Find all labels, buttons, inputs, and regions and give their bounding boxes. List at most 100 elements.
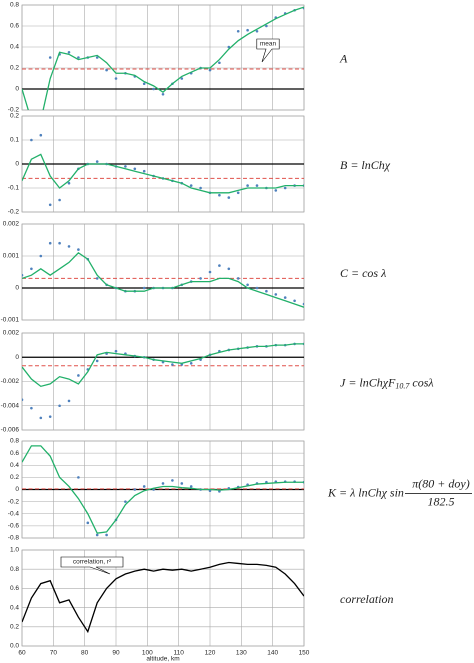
y-tick-label: -0.4 (8, 510, 20, 517)
data-point (77, 374, 80, 377)
data-point (30, 406, 33, 410)
x-axis-title: altitude, km (146, 656, 179, 663)
plot (22, 445, 304, 537)
data-point (22, 398, 24, 401)
data-point (67, 399, 71, 403)
x-tick-label: 120 (205, 650, 216, 657)
data-point (265, 289, 268, 293)
data-point (58, 404, 61, 408)
data-point (171, 479, 174, 482)
y-tick-label: 0 (15, 86, 19, 93)
y-tick-label: 0.6 (10, 450, 19, 457)
data-point (199, 186, 202, 190)
data-point (218, 193, 221, 197)
annotation-box (256, 38, 280, 63)
y-tick-label: 0 (15, 486, 19, 493)
formula-part: J = lnChχF (340, 375, 396, 389)
data-point (22, 273, 24, 277)
formula: K = λ lnChχ sin (327, 485, 404, 499)
data-point (142, 485, 146, 488)
data-point (161, 92, 165, 96)
formula: C = cos λ (340, 266, 386, 280)
data-point (77, 56, 80, 59)
data-point (255, 184, 259, 187)
y-tick-label: -0.004 (1, 402, 20, 409)
data-point (218, 61, 221, 65)
y-tick-label: -0.001 (1, 317, 20, 324)
data-point (39, 133, 43, 137)
data-point (236, 191, 240, 195)
plot (22, 6, 304, 110)
x-tick-label: 140 (267, 650, 278, 657)
y-tick-label: 0.4 (10, 44, 19, 51)
y-tick-label: 0.001 (3, 253, 20, 260)
y-tick-label: 0.4 (10, 462, 19, 469)
data-point (95, 160, 99, 163)
x-tick-label: 110 (173, 650, 184, 657)
y-tick-label: 0.2 (10, 113, 19, 120)
y-tick-label: -0.8 (8, 535, 20, 542)
data-point (48, 415, 52, 418)
series-line (22, 561, 304, 634)
y-tick-label: 1.0 (10, 547, 19, 554)
x-tick-label: 150 (299, 650, 310, 657)
x-tick-label: 130 (236, 650, 247, 657)
y-tick-label: -0.006 (1, 427, 20, 434)
data-point (161, 482, 165, 485)
x-tick-label: 90 (112, 650, 120, 657)
data-point (180, 482, 184, 485)
data-point (67, 181, 71, 185)
data-point (95, 56, 99, 59)
data-point (152, 87, 155, 91)
x-tick-label: 70 (50, 650, 58, 657)
annotation: mean (260, 41, 277, 48)
data-point (142, 82, 146, 86)
data-point (208, 68, 212, 72)
y-tick-label: -0.6 (8, 523, 20, 530)
data-point (58, 241, 61, 245)
data-point (48, 56, 52, 59)
data-point (124, 500, 127, 503)
y-tick-label: 0.1 (10, 137, 19, 144)
data-point (124, 165, 127, 168)
data-point (236, 29, 240, 33)
x-tick-label: 60 (18, 650, 26, 657)
y-tick-label: -0.2 (8, 209, 20, 216)
data-point (283, 296, 287, 299)
data-point (293, 299, 296, 303)
data-point (142, 286, 146, 290)
data-point (227, 196, 231, 199)
data-point (67, 245, 71, 248)
annotation-box (60, 556, 124, 575)
data-point (39, 416, 43, 420)
data-point (218, 264, 221, 267)
data-point (77, 248, 80, 251)
y-tick-label: 0.8 (10, 566, 19, 573)
x-tick-label: 100 (142, 650, 153, 657)
data-point (95, 533, 99, 537)
y-tick-label: 0.8 (10, 438, 19, 445)
data-point (67, 50, 71, 54)
y-tick-label: 0.8 (10, 2, 19, 9)
series-line (22, 153, 304, 194)
formula-part: cosλ (409, 375, 433, 389)
data-point (189, 184, 193, 187)
series-line (22, 445, 304, 534)
plot (22, 241, 304, 308)
data-point (95, 359, 99, 363)
data-point (77, 476, 80, 479)
y-tick-label: 0 (15, 161, 19, 168)
annotation: correlation, r² (73, 559, 112, 566)
y-tick-label: -0.2 (8, 107, 20, 114)
data-point (48, 241, 52, 245)
y-tick-label: 0 (15, 285, 19, 292)
data-point (142, 169, 146, 173)
data-point (105, 68, 108, 72)
data-point (105, 533, 108, 537)
y-tick-label: 0.4 (10, 604, 19, 611)
y-tick-label: 0.6 (10, 23, 19, 30)
data-point (133, 488, 137, 491)
y-tick-label: -0.1 (8, 185, 20, 192)
